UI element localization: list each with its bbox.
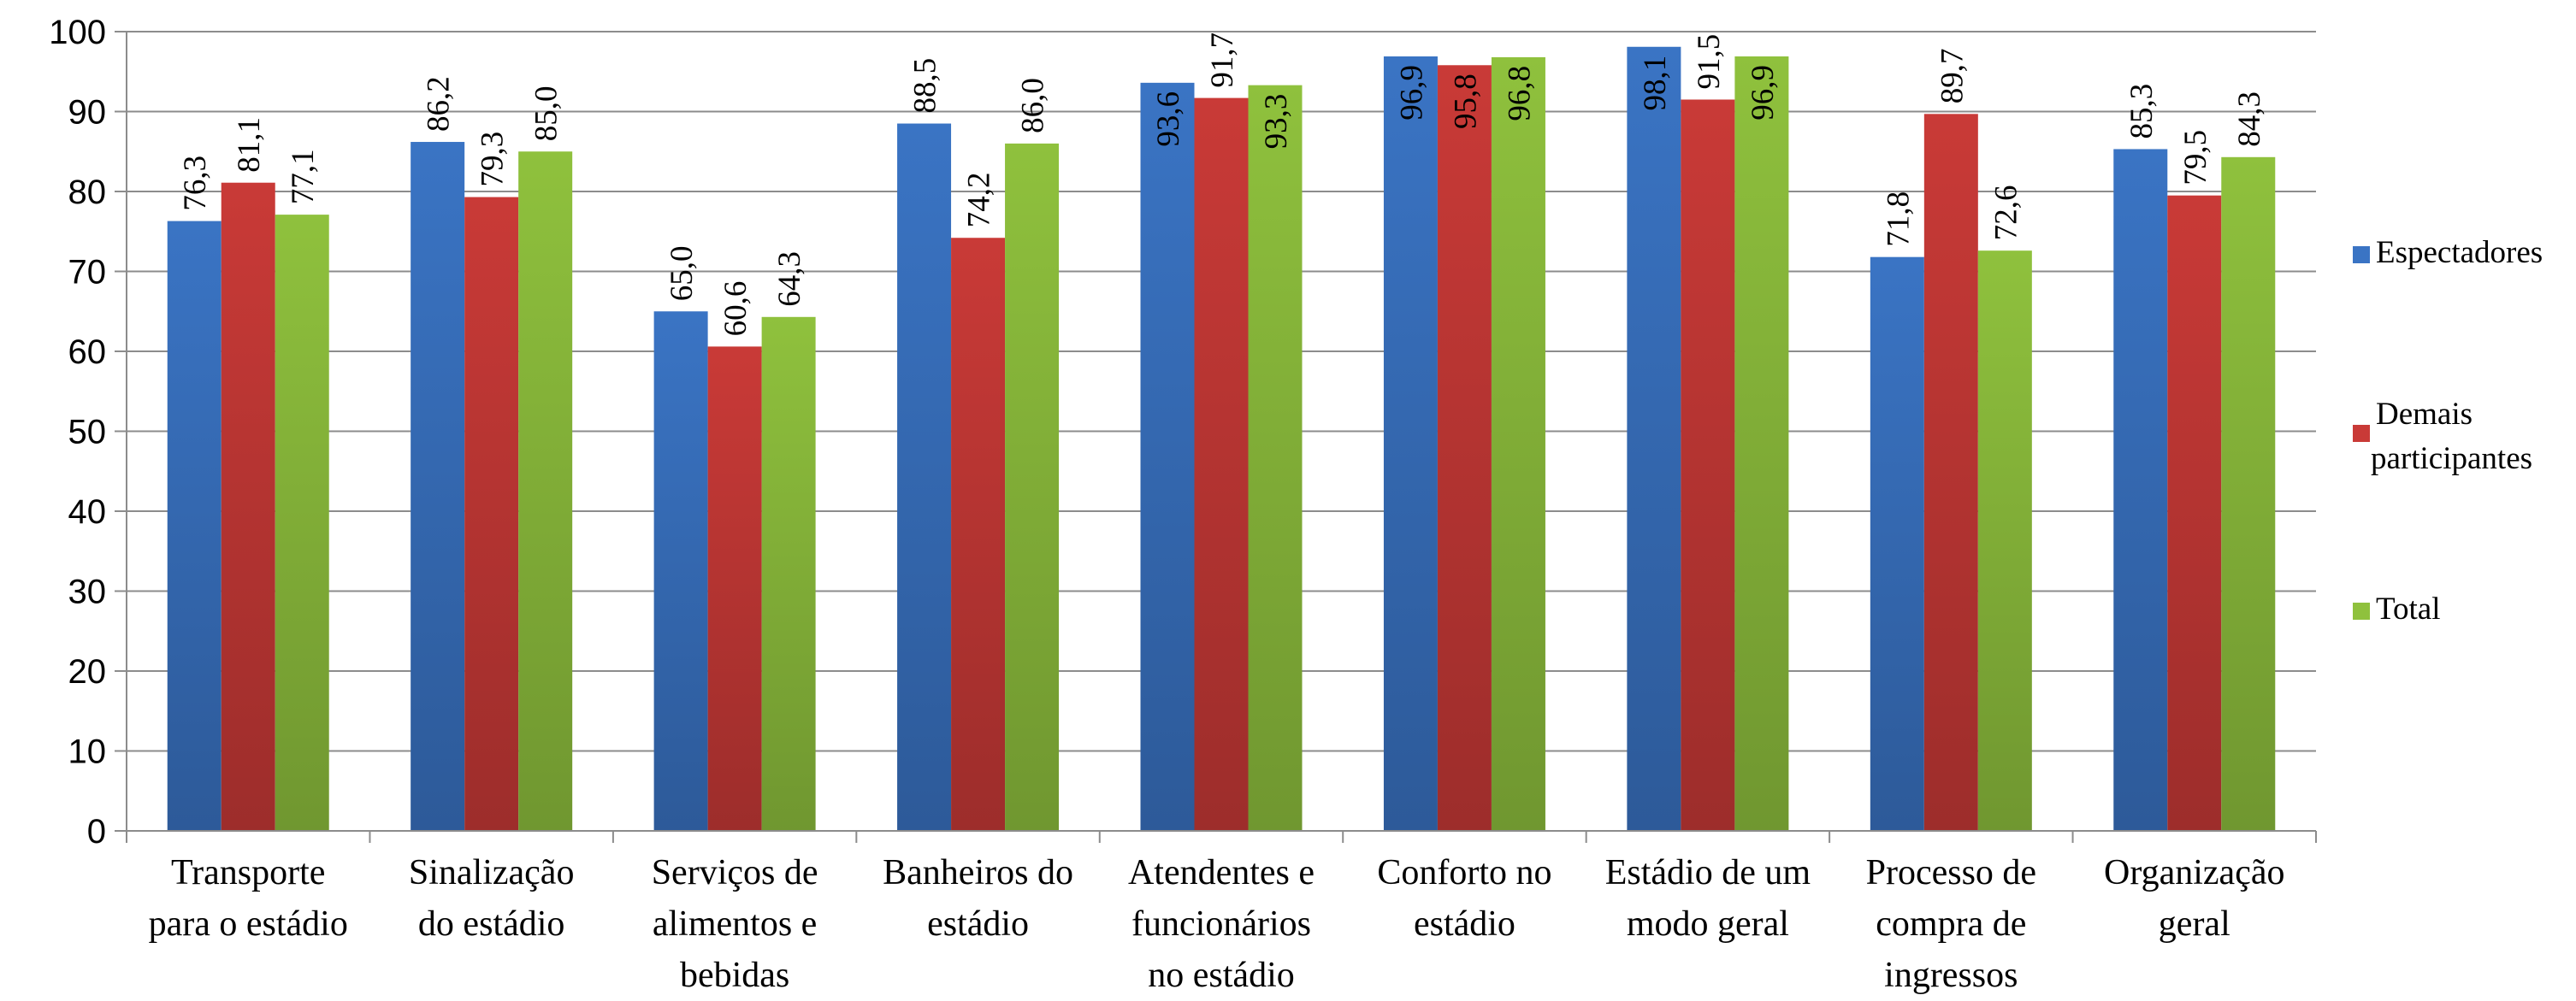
data-label: 91,7 xyxy=(1205,32,1240,88)
x-tick-label: Serviços de alimentos e bebidas xyxy=(652,853,818,995)
data-label: 93,3 xyxy=(1259,94,1294,150)
bar xyxy=(411,142,465,831)
x-tick-label: Sinalização do estádio xyxy=(409,853,575,944)
y-tick-label: 30 xyxy=(68,574,107,611)
y-tick-label: 70 xyxy=(68,254,107,291)
bar xyxy=(518,151,573,831)
data-label: 79,3 xyxy=(476,132,511,187)
data-label: 86,2 xyxy=(422,76,457,132)
data-label: 71,8 xyxy=(1881,191,1916,247)
y-tick-label: 90 xyxy=(68,94,107,132)
bar xyxy=(1681,99,1735,832)
bar xyxy=(464,197,519,832)
bar xyxy=(1870,256,1924,831)
x-tick-label: Estádio de um modo geral xyxy=(1605,853,1811,944)
x-tick-label: Banheiros do estádio xyxy=(883,853,1073,944)
data-label: 74,2 xyxy=(962,172,997,227)
data-label: 79,5 xyxy=(2178,130,2213,185)
bar xyxy=(761,316,816,831)
bar xyxy=(897,123,952,831)
data-label: 86,0 xyxy=(1016,78,1051,133)
x-tick-label: Atendentes e funcionários no estádio xyxy=(1128,853,1315,995)
data-label: 65,0 xyxy=(665,246,700,302)
y-tick-label: 20 xyxy=(68,653,107,691)
x-tick-label: Conforto no estádio xyxy=(1377,853,1551,944)
data-label: 76,3 xyxy=(178,156,213,211)
bar xyxy=(1194,97,1249,832)
bar xyxy=(275,215,329,832)
bar xyxy=(2167,195,2222,832)
legend: Espectadores Demais participantes Total xyxy=(2353,235,2543,627)
data-label: 64,3 xyxy=(772,251,807,307)
x-axis-tick-labels: Transporte para o estádio Sinalização do es… xyxy=(149,853,2285,995)
data-label: 91,5 xyxy=(1692,34,1727,90)
data-label: 88,5 xyxy=(908,58,943,114)
bars xyxy=(167,46,2276,832)
bar xyxy=(1140,82,1195,832)
legend-label: Total xyxy=(2376,592,2441,627)
data-label: 98,1 xyxy=(1638,56,1673,111)
bar xyxy=(1248,85,1303,831)
y-tick-label: 100 xyxy=(49,14,106,51)
y-tick-label: 0 xyxy=(87,813,106,851)
bar xyxy=(653,311,708,831)
legend-swatch xyxy=(2353,425,2370,442)
bar xyxy=(1627,46,1681,831)
x-tick-label: Transporte para o estádio xyxy=(149,853,348,944)
x-tick-label: Processo de compra de ingressos xyxy=(1866,853,2036,995)
bar xyxy=(1734,56,1789,832)
bar xyxy=(1923,114,1978,831)
bar xyxy=(1383,56,1438,832)
legend-label: Espectadores xyxy=(2376,235,2543,270)
y-axis-tick-labels: 0 10 20 30 40 50 60 70 80 90 100 xyxy=(49,14,106,851)
legend-swatch xyxy=(2353,603,2370,620)
data-labels: 76,3 81,1 77,1 86,2 79,3 85,0 65,0 60,6 64,3 88,5… xyxy=(178,32,2267,337)
data-label: 60,6 xyxy=(718,281,753,337)
data-label: 89,7 xyxy=(1935,49,1970,104)
y-tick-label: 50 xyxy=(68,414,107,451)
y-tick-label: 10 xyxy=(68,733,107,771)
data-label: 95,8 xyxy=(1448,74,1483,129)
bar xyxy=(1491,56,1545,832)
bar xyxy=(2221,156,2276,832)
data-label: 93,6 xyxy=(1151,91,1186,147)
data-label: 96,9 xyxy=(1394,65,1429,121)
bar xyxy=(1005,143,1060,831)
bar xyxy=(951,238,1006,832)
bar xyxy=(221,182,275,832)
bar xyxy=(1977,250,2032,831)
y-tick-label: 80 xyxy=(68,174,107,211)
data-label: 81,1 xyxy=(232,117,267,173)
data-label: 72,6 xyxy=(1988,185,2024,240)
x-tick-label: Organização geral xyxy=(2104,853,2284,944)
legend-label: Demais participantes xyxy=(2371,397,2532,476)
data-label: 96,9 xyxy=(1746,65,1781,121)
data-label: 85,3 xyxy=(2124,84,2159,139)
y-tick-label: 60 xyxy=(68,333,107,371)
data-label: 77,1 xyxy=(286,149,321,204)
data-label: 96,8 xyxy=(1502,66,1537,121)
bar xyxy=(167,221,222,832)
bar xyxy=(2113,149,2168,831)
legend-swatch xyxy=(2353,246,2370,263)
data-label: 85,0 xyxy=(529,86,564,142)
data-label: 84,3 xyxy=(2232,91,2267,147)
y-tick-label: 40 xyxy=(68,493,107,531)
bar xyxy=(1437,65,1492,831)
axes xyxy=(115,31,2317,843)
bar xyxy=(707,346,762,831)
